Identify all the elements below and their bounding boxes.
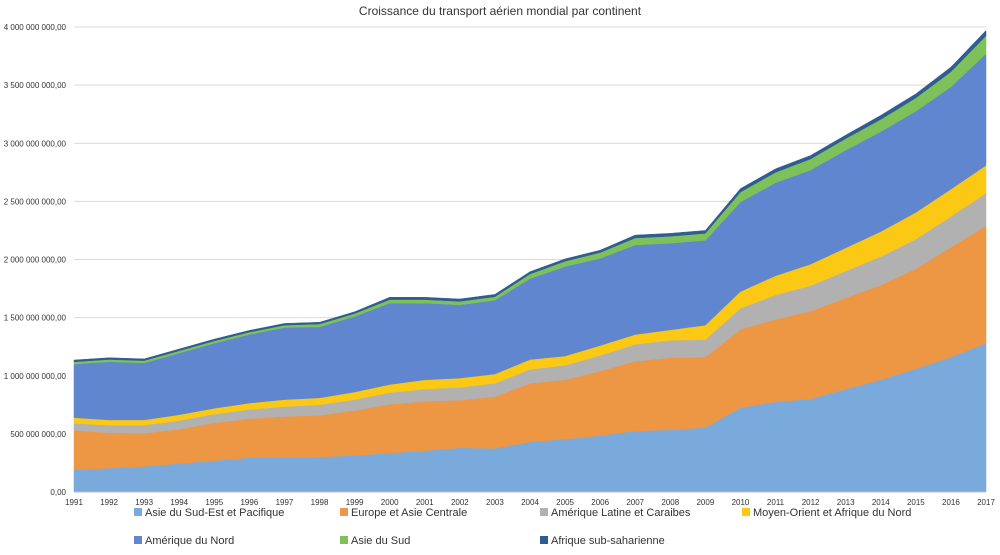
- x-tick-label: 1996: [240, 498, 258, 507]
- y-tick-label: 2 000 000 000,00: [4, 256, 67, 265]
- legend-swatch-amerique-latine-et-caraibes: [540, 508, 548, 516]
- x-tick-label: 2013: [837, 498, 855, 507]
- x-tick-label: 2009: [696, 498, 714, 507]
- legend-label-moyen-orient-et-afrique-du-nord: Moyen-Orient et Afrique du Nord: [753, 507, 911, 519]
- x-tick-label: 1991: [65, 498, 83, 507]
- legend-label-amerique-du-nord: Amérique du Nord: [145, 535, 234, 547]
- legend-swatch-afrique-sub-saharienne: [540, 536, 548, 544]
- y-tick-label: 4 000 000 000,00: [4, 23, 67, 32]
- y-tick-label: 500 000 000,00: [10, 430, 66, 439]
- axes: 0,00 500 000 000,00 1 000 000 000,00 1 500 …: [4, 23, 996, 507]
- x-tick-label: 2003: [486, 498, 504, 507]
- legend-label-afrique-sub-saharienne: Afrique sub-saharienne: [551, 535, 665, 547]
- x-tick-label: 1998: [311, 498, 329, 507]
- y-tick-label: 1 500 000 000,00: [4, 314, 67, 323]
- y-tick-label: 3 000 000 000,00: [4, 139, 67, 148]
- x-tick-label: 2017: [977, 498, 995, 507]
- x-tick-label: 2012: [802, 498, 820, 507]
- x-tick-label: 2014: [872, 498, 890, 507]
- x-tick-label: 2001: [416, 498, 434, 507]
- x-tick-label: 2006: [591, 498, 609, 507]
- legend-label-europe-et-asie-centrale: Europe et Asie Centrale: [351, 507, 467, 519]
- legend-label-amerique-latine-et-caraibes: Amérique Latine et Caraibes: [551, 507, 691, 519]
- legend-label-asie-du-sud: Asie du Sud: [351, 535, 410, 547]
- x-tick-label: 2008: [661, 498, 679, 507]
- x-tick-label: 2000: [381, 498, 399, 507]
- y-tick-label: 0,00: [50, 488, 66, 497]
- x-tick-label: 2004: [521, 498, 539, 507]
- y-tick-label: 1 000 000 000,00: [4, 372, 67, 381]
- legend-label-asie-du-sud-est-et-pacifique: Asie du Sud-Est et Pacifique: [145, 507, 284, 519]
- legend-swatch-asie-du-sud-est-et-pacifique: [134, 508, 142, 516]
- y-tick-label: 2 500 000 000,00: [4, 197, 67, 206]
- x-tick-label: 1999: [346, 498, 364, 507]
- x-tick-label: 2010: [732, 498, 750, 507]
- legend-swatch-europe-et-asie-centrale: [340, 508, 348, 516]
- y-tick-label: 3 500 000 000,00: [4, 81, 67, 90]
- legend-swatch-asie-du-sud: [340, 536, 348, 544]
- legend-swatch-amerique-du-nord: [134, 536, 142, 544]
- area-series: [73, 29, 987, 493]
- x-tick-label: 2016: [942, 498, 960, 507]
- x-tick-label: 2015: [907, 498, 925, 507]
- legend-swatch-moyen-orient-et-afrique-du-nord: [742, 508, 750, 516]
- x-tick-label: 2007: [626, 498, 644, 507]
- chart-title: Croissance du transport aérien mondial p…: [359, 4, 642, 18]
- legend: Asie du Sud-Est et Pacifique Europe et As…: [134, 507, 911, 547]
- x-tick-label: 2005: [556, 498, 574, 507]
- x-tick-label: 1992: [100, 498, 118, 507]
- x-tick-label: 2011: [767, 498, 785, 507]
- x-tick-label: 1995: [205, 498, 223, 507]
- area-series-afrique-sub-saharienne: [73, 29, 987, 363]
- x-tick-label: 1997: [276, 498, 294, 507]
- x-tick-label: 1994: [170, 498, 188, 507]
- x-tick-label: 1993: [135, 498, 153, 507]
- x-tick-label: 2002: [451, 498, 469, 507]
